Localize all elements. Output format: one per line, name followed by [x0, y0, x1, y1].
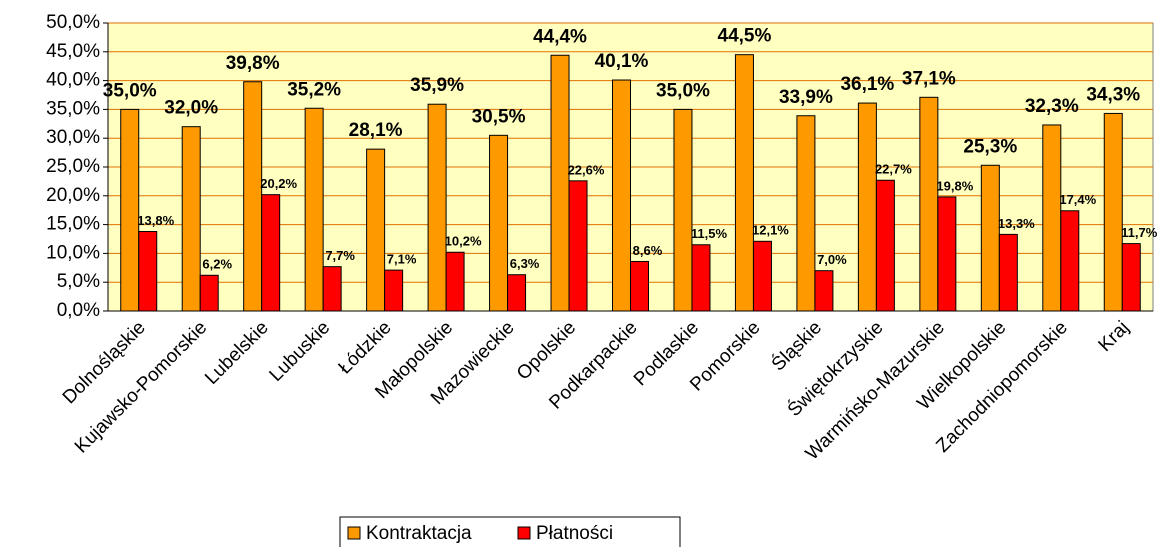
value-label: 44,5% — [718, 26, 772, 47]
bar — [445, 251, 465, 312]
x-tick-label: Lubelskie — [201, 317, 273, 389]
value-label: 35,0% — [656, 80, 710, 101]
bar — [243, 81, 263, 312]
bar — [181, 126, 201, 312]
bar — [673, 108, 693, 312]
value-label: 36,1% — [840, 74, 894, 95]
bar — [261, 194, 281, 312]
value-label: 7,0% — [817, 252, 847, 267]
bar — [304, 107, 324, 312]
y-tick-label: 35,0% — [46, 98, 100, 119]
bar — [384, 269, 404, 312]
y-tick-label: 50,0% — [46, 12, 100, 33]
legend-swatch — [347, 526, 361, 540]
bar — [857, 102, 877, 312]
value-label: 20,2% — [260, 176, 297, 191]
y-tick-label: 0,0% — [57, 300, 100, 321]
value-label: 19,8% — [936, 178, 973, 193]
value-label: 12,1% — [752, 223, 789, 238]
value-label: 7,1% — [387, 252, 417, 267]
bar — [630, 260, 649, 312]
y-tick-label: 10,0% — [46, 242, 100, 263]
bar — [138, 231, 158, 312]
bar — [919, 96, 939, 312]
value-label: 40,1% — [595, 51, 649, 72]
y-tick-label: 45,0% — [46, 41, 100, 62]
bar — [568, 180, 588, 312]
value-label: 6,3% — [510, 256, 540, 271]
y-tick-label: 5,0% — [57, 271, 100, 292]
bar — [550, 54, 570, 312]
bar — [691, 244, 711, 312]
value-label: 10,2% — [445, 234, 482, 249]
x-tick-label: Łódzkie — [335, 317, 396, 378]
bar — [427, 103, 447, 312]
bar — [507, 274, 527, 312]
bar — [612, 79, 631, 312]
y-tick-label: 20,0% — [46, 185, 100, 206]
bar — [199, 274, 219, 312]
y-tick-label: 25,0% — [46, 156, 100, 177]
bar — [937, 196, 957, 312]
legend-box — [339, 516, 681, 547]
bar — [1121, 243, 1141, 312]
bar — [875, 179, 895, 312]
value-label: 28,1% — [349, 120, 403, 141]
bar — [366, 148, 386, 312]
value-label: 13,8% — [137, 213, 174, 228]
bar — [752, 240, 772, 312]
legend-swatch — [517, 526, 531, 540]
value-label: 35,9% — [410, 75, 464, 96]
value-label: 35,0% — [103, 80, 157, 101]
value-label: 11,5% — [691, 226, 728, 241]
bar — [1103, 112, 1123, 312]
bar — [796, 115, 816, 312]
value-label: 33,9% — [779, 87, 833, 108]
value-label: 6,2% — [202, 257, 232, 272]
value-label: 37,1% — [902, 68, 956, 89]
value-label: 25,3% — [963, 136, 1017, 157]
bar — [1060, 210, 1080, 312]
y-tick-label: 40,0% — [46, 70, 100, 91]
value-label: 44,4% — [533, 26, 587, 47]
bar — [1042, 124, 1062, 312]
value-label: 35,2% — [287, 79, 341, 100]
bar — [998, 233, 1018, 312]
value-label: 22,7% — [875, 162, 912, 177]
bar — [120, 108, 140, 312]
value-label: 13,3% — [998, 216, 1035, 231]
value-label: 11,7% — [1121, 225, 1158, 240]
value-label: 30,5% — [472, 106, 526, 127]
x-tick-label: Lubuskie — [266, 317, 335, 386]
bar — [814, 270, 834, 312]
bar — [489, 134, 509, 312]
value-label: 32,0% — [164, 98, 218, 119]
y-tick-label: 30,0% — [46, 127, 100, 148]
value-label: 17,4% — [1059, 192, 1096, 207]
legend-label: Kontraktacja — [366, 523, 472, 544]
value-label: 39,8% — [226, 53, 280, 74]
bar — [322, 266, 342, 312]
value-label: 22,6% — [568, 162, 605, 177]
y-tick-label: 15,0% — [46, 214, 100, 235]
x-tick-label: Kraj — [1095, 317, 1134, 356]
bar — [734, 54, 754, 312]
value-label: 32,3% — [1025, 96, 1079, 117]
bar — [980, 164, 1000, 312]
value-label: 7,7% — [325, 248, 355, 263]
value-label: 8,6% — [633, 243, 663, 258]
x-tick-label: Śląskie — [767, 317, 826, 376]
legend-label: Płatności — [536, 523, 613, 544]
value-label: 34,3% — [1086, 84, 1140, 105]
